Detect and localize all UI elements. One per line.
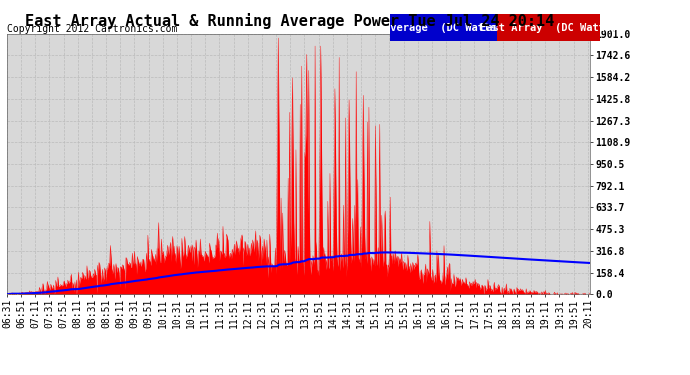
Text: Copyright 2012 Cartronics.com: Copyright 2012 Cartronics.com	[7, 24, 177, 34]
Text: Average  (DC Watts): Average (DC Watts)	[384, 23, 503, 33]
Text: East Array  (DC Watts): East Array (DC Watts)	[480, 23, 618, 33]
Text: East Array Actual & Running Average Power Tue Jul 24 20:14: East Array Actual & Running Average Powe…	[25, 13, 555, 29]
